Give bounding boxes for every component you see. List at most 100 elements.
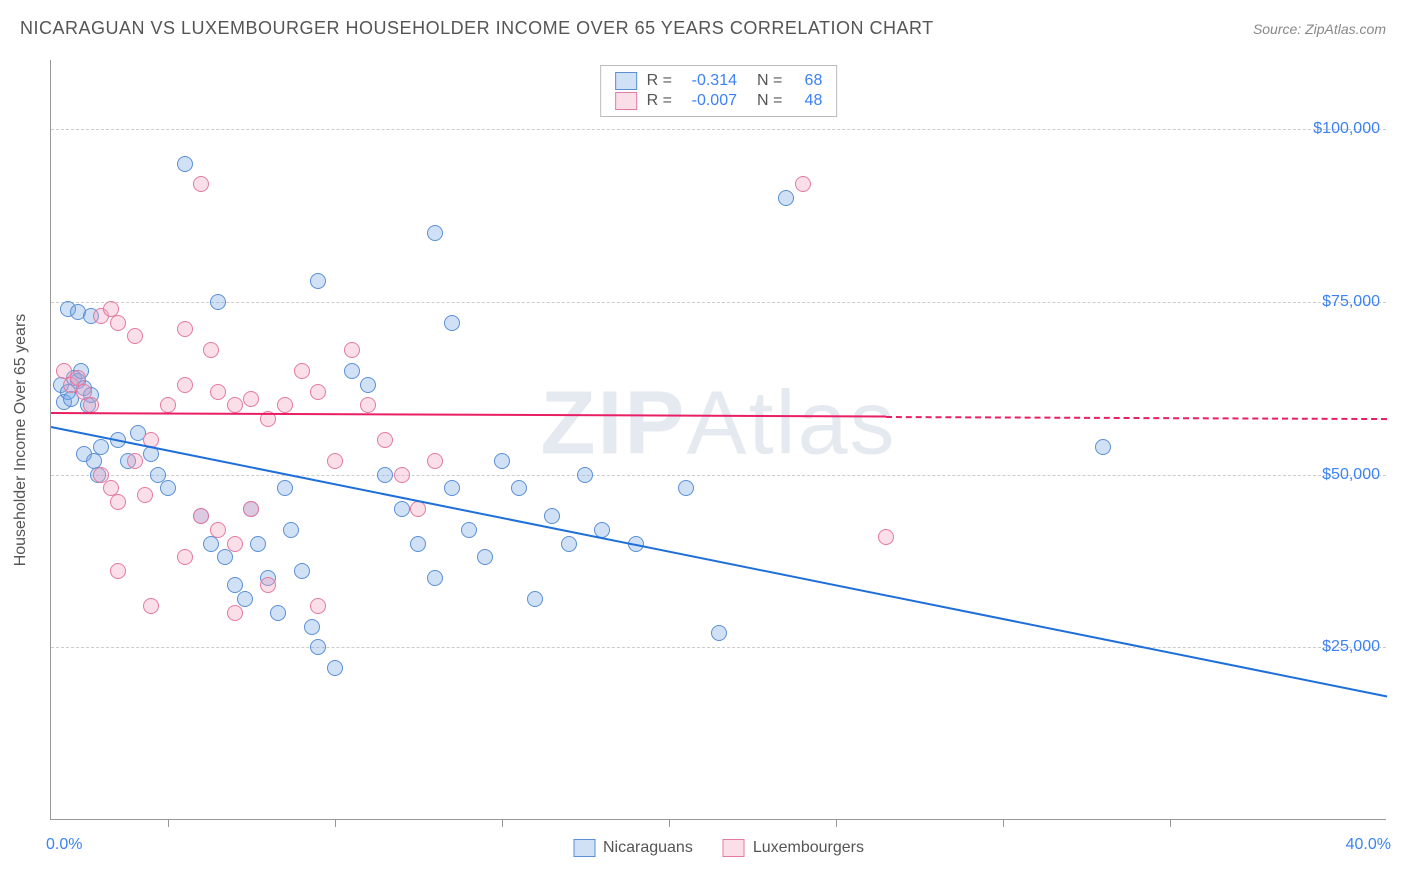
data-point [444,480,460,496]
data-point [210,522,226,538]
series-legend: Nicaraguans Luxembourgers [573,839,864,857]
data-point [143,598,159,614]
data-point [177,321,193,337]
legend-item: Luxembourgers [723,839,864,857]
data-point [678,480,694,496]
gridline [51,302,1386,303]
legend-r-value: -0.007 [682,92,737,110]
data-point [137,487,153,503]
data-point [127,328,143,344]
data-point [394,501,410,517]
x-tick [669,819,670,827]
data-point [878,529,894,545]
data-point [310,384,326,400]
gridline [51,129,1386,130]
y-tick-label: $75,000 [1322,293,1388,311]
legend-n-value: 48 [792,92,822,110]
data-point [327,453,343,469]
title-bar: NICARAGUAN VS LUXEMBOURGER HOUSEHOLDER I… [20,18,1386,39]
data-point [177,377,193,393]
data-point [294,363,310,379]
y-tick-label: $25,000 [1322,638,1388,656]
x-tick [168,819,169,827]
legend-n-value: 68 [792,72,822,90]
legend-swatch [615,92,637,110]
data-point [250,536,266,552]
data-point [177,549,193,565]
data-point [427,453,443,469]
data-point [444,315,460,331]
data-point [527,591,543,607]
x-axis-min-label: 0.0% [46,836,82,854]
data-point [210,294,226,310]
legend-item: Nicaraguans [573,839,693,857]
data-point [360,397,376,413]
data-point [217,549,233,565]
trend-line [886,416,1387,420]
data-point [277,480,293,496]
x-tick [1003,819,1004,827]
data-point [150,467,166,483]
correlation-legend: R = -0.314 N = 68 R = -0.007 N = 48 [600,65,838,117]
data-point [711,625,727,641]
data-point [410,501,426,517]
data-point [377,432,393,448]
data-point [160,480,176,496]
legend-n-label: N = [757,92,782,110]
data-point [304,619,320,635]
data-point [127,453,143,469]
chart-title: NICARAGUAN VS LUXEMBOURGER HOUSEHOLDER I… [20,18,934,39]
data-point [310,639,326,655]
data-point [243,391,259,407]
legend-label: Nicaraguans [603,839,693,857]
x-tick [335,819,336,827]
data-point [270,605,286,621]
data-point [410,536,426,552]
data-point [203,536,219,552]
data-point [494,453,510,469]
y-axis-label: Householder Income Over 65 years [12,313,30,566]
y-tick-label: $50,000 [1322,466,1388,484]
data-point [277,397,293,413]
data-point [327,660,343,676]
scatter-plot: Householder Income Over 65 years ZIPAtla… [50,60,1386,820]
data-point [377,467,393,483]
legend-n-label: N = [757,72,782,90]
data-point [110,315,126,331]
data-point [394,467,410,483]
data-point [344,342,360,358]
x-axis-max-label: 40.0% [1346,836,1391,854]
legend-swatch [615,72,637,90]
data-point [227,577,243,593]
data-point [360,377,376,393]
source-label: Source: ZipAtlas.com [1253,21,1386,37]
data-point [110,494,126,510]
data-point [427,225,443,241]
data-point [477,549,493,565]
data-point [461,522,477,538]
data-point [283,522,299,538]
data-point [227,536,243,552]
data-point [110,563,126,579]
data-point [243,501,259,517]
data-point [310,598,326,614]
legend-r-label: R = [647,92,672,110]
data-point [577,467,593,483]
data-point [795,176,811,192]
data-point [203,342,219,358]
legend-swatch [723,839,745,857]
legend-r-value: -0.314 [682,72,737,90]
legend-label: Luxembourgers [753,839,864,857]
legend-row: R = -0.314 N = 68 [615,72,823,90]
legend-r-label: R = [647,72,672,90]
data-point [344,363,360,379]
legend-row: R = -0.007 N = 48 [615,92,823,110]
data-point [427,570,443,586]
data-point [93,439,109,455]
data-point [83,397,99,413]
data-point [561,536,577,552]
data-point [294,563,310,579]
data-point [93,467,109,483]
data-point [511,480,527,496]
data-point [210,384,226,400]
